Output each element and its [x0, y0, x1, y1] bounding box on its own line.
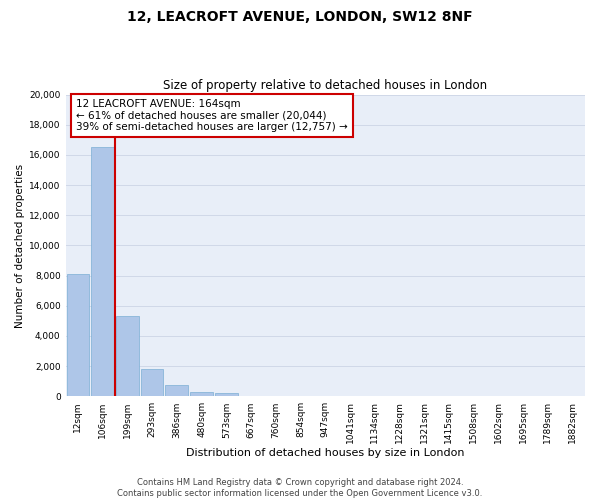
Bar — [190, 392, 213, 396]
Bar — [166, 385, 188, 396]
Text: 12 LEACROFT AVENUE: 164sqm
← 61% of detached houses are smaller (20,044)
39% of : 12 LEACROFT AVENUE: 164sqm ← 61% of deta… — [76, 99, 347, 132]
Text: Contains HM Land Registry data © Crown copyright and database right 2024.
Contai: Contains HM Land Registry data © Crown c… — [118, 478, 482, 498]
Text: 12, LEACROFT AVENUE, LONDON, SW12 8NF: 12, LEACROFT AVENUE, LONDON, SW12 8NF — [127, 10, 473, 24]
Y-axis label: Number of detached properties: Number of detached properties — [15, 164, 25, 328]
X-axis label: Distribution of detached houses by size in London: Distribution of detached houses by size … — [186, 448, 464, 458]
Bar — [67, 274, 89, 396]
Bar — [91, 148, 114, 396]
Bar — [116, 316, 139, 396]
Title: Size of property relative to detached houses in London: Size of property relative to detached ho… — [163, 79, 487, 92]
Bar — [215, 394, 238, 396]
Bar — [141, 369, 163, 396]
